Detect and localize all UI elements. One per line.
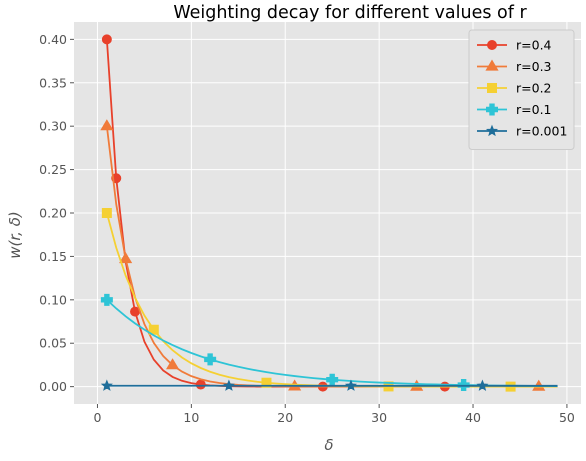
data-point [100,293,113,306]
y-tick-label: 0.25 [39,162,67,177]
legend: r=0.4 r=0.3 r=0.2 r=0.1 r=0.001 [468,29,575,150]
chart-title: Weighting decay for different values of … [173,3,527,23]
data-point [344,379,358,391]
x-tick-label: 30 [371,410,387,425]
y-tick-label: 0.40 [39,32,67,47]
legend-marker [485,124,499,137]
legend-entry: r=0.1 [477,102,552,117]
series-r=0.001 [100,379,558,391]
legend-entry: r=0.3 [477,59,552,74]
legend-marker [485,59,499,71]
y-tick-label: 0.10 [39,292,67,307]
data-point [195,379,206,390]
legend-marker [486,103,498,116]
y-axis-label: w(r, δ) [6,211,24,258]
data-point [222,379,235,391]
legend-marker [487,40,497,50]
x-tick-label: 20 [277,410,293,425]
y-tick-label: 0.30 [39,119,67,134]
legend-marker [487,83,497,93]
data-point [100,119,114,131]
data-point [101,208,112,218]
legend-label: r=0.001 [516,124,567,139]
legend-box [468,29,575,150]
data-point [166,358,180,370]
data-point [101,34,112,45]
legend-label: r=0.1 [516,102,552,117]
x-tick-label: 10 [183,410,199,425]
legend-entry: r=0.2 [477,81,552,96]
x-ticks: 0 10 20 30 40 50 [93,404,575,425]
x-axis-label: δ [324,436,333,454]
y-tick-label: 0.05 [39,336,67,351]
data-point [119,252,133,264]
legend-entry: r=0.4 [477,38,552,53]
y-tick-label: 0.35 [39,75,67,90]
y-tick-label: 0.00 [39,379,67,394]
legend-label: r=0.3 [516,59,552,74]
x-tick-label: 0 [93,410,101,425]
data-point [261,377,272,388]
legend-label: r=0.4 [516,38,552,53]
legend-entry: r=0.001 [477,124,567,139]
data-point [476,379,489,391]
grid [74,22,581,404]
y-tick-label: 0.20 [39,206,67,221]
series-layer [100,34,558,392]
data-point [204,353,217,366]
y-ticks: 0.00 0.05 0.10 0.15 0.20 0.25 0.30 0.35 0.40 [39,32,74,394]
x-tick-label: 40 [465,410,481,425]
y-tick-label: 0.15 [39,249,67,264]
data-point [100,379,113,391]
data-point [148,324,159,335]
x-tick-label: 50 [559,410,575,425]
legend-label: r=0.2 [516,81,552,96]
